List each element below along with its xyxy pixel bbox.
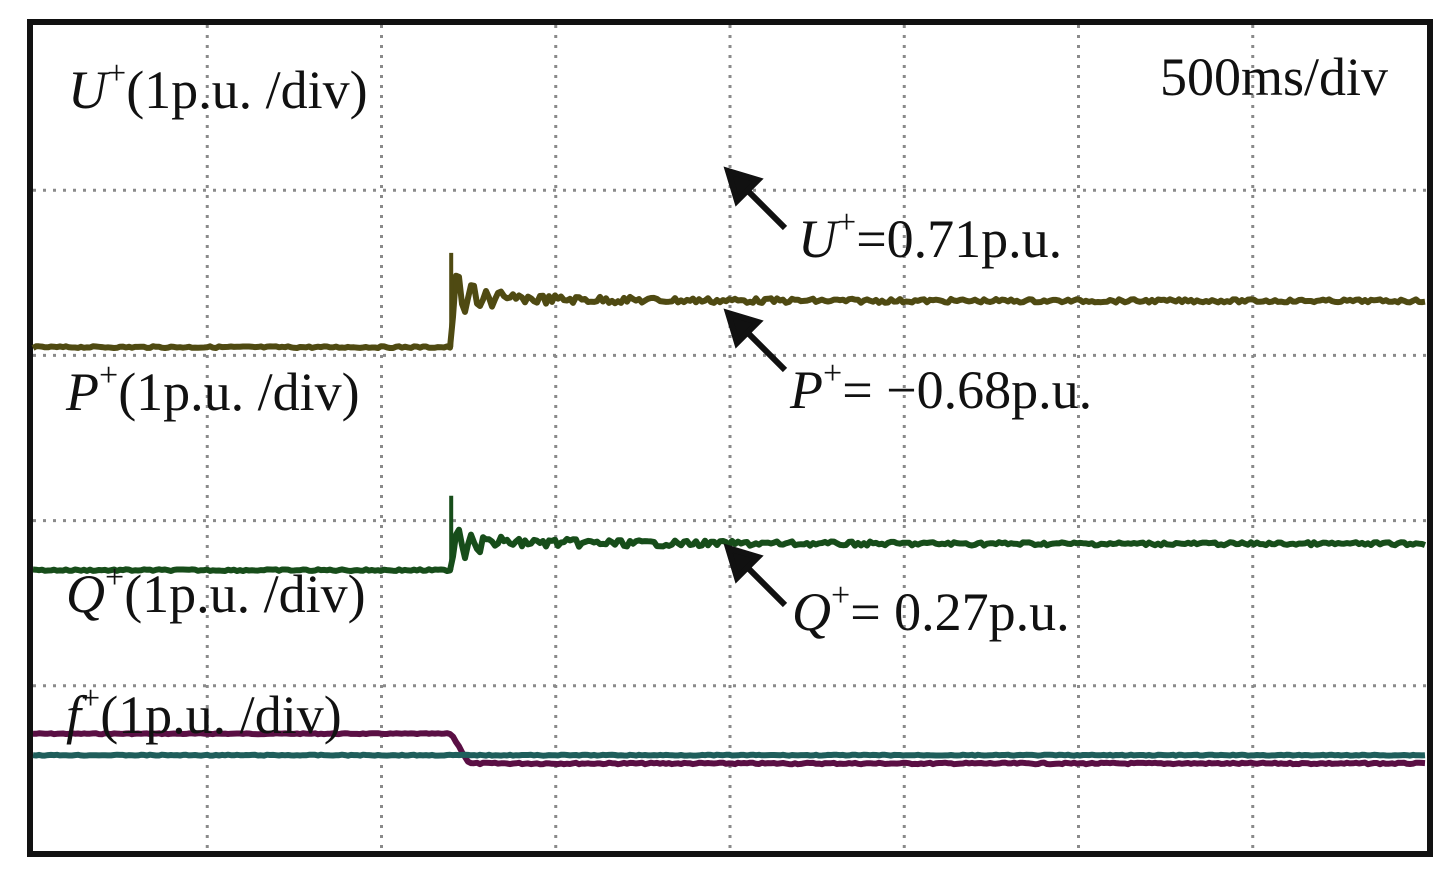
q-final-value-label: Q+= 0.27p.u. <box>792 577 1070 642</box>
u-final-value-label: U+=0.71p.u. <box>798 204 1062 269</box>
f-trace <box>32 751 1426 759</box>
u-annotation-arrow <box>723 166 788 231</box>
p-channel-label: P+(1p.u. /div) <box>65 357 360 422</box>
u-channel-label: U+(1p.u. /div) <box>68 55 368 120</box>
p-annotation-arrow <box>723 308 788 373</box>
timebase-label: 500ms/div <box>1160 47 1388 107</box>
p-trace <box>31 272 1426 351</box>
q-annotation-arrow <box>723 543 788 608</box>
grid <box>33 25 1427 851</box>
f-channel-label: f+(1p.u. /div) <box>66 680 342 745</box>
p-final-value-label: P+= −0.68p.u. <box>789 355 1092 420</box>
q-channel-label: Q+(1p.u. /div) <box>66 559 366 624</box>
u-trace <box>32 730 1426 768</box>
